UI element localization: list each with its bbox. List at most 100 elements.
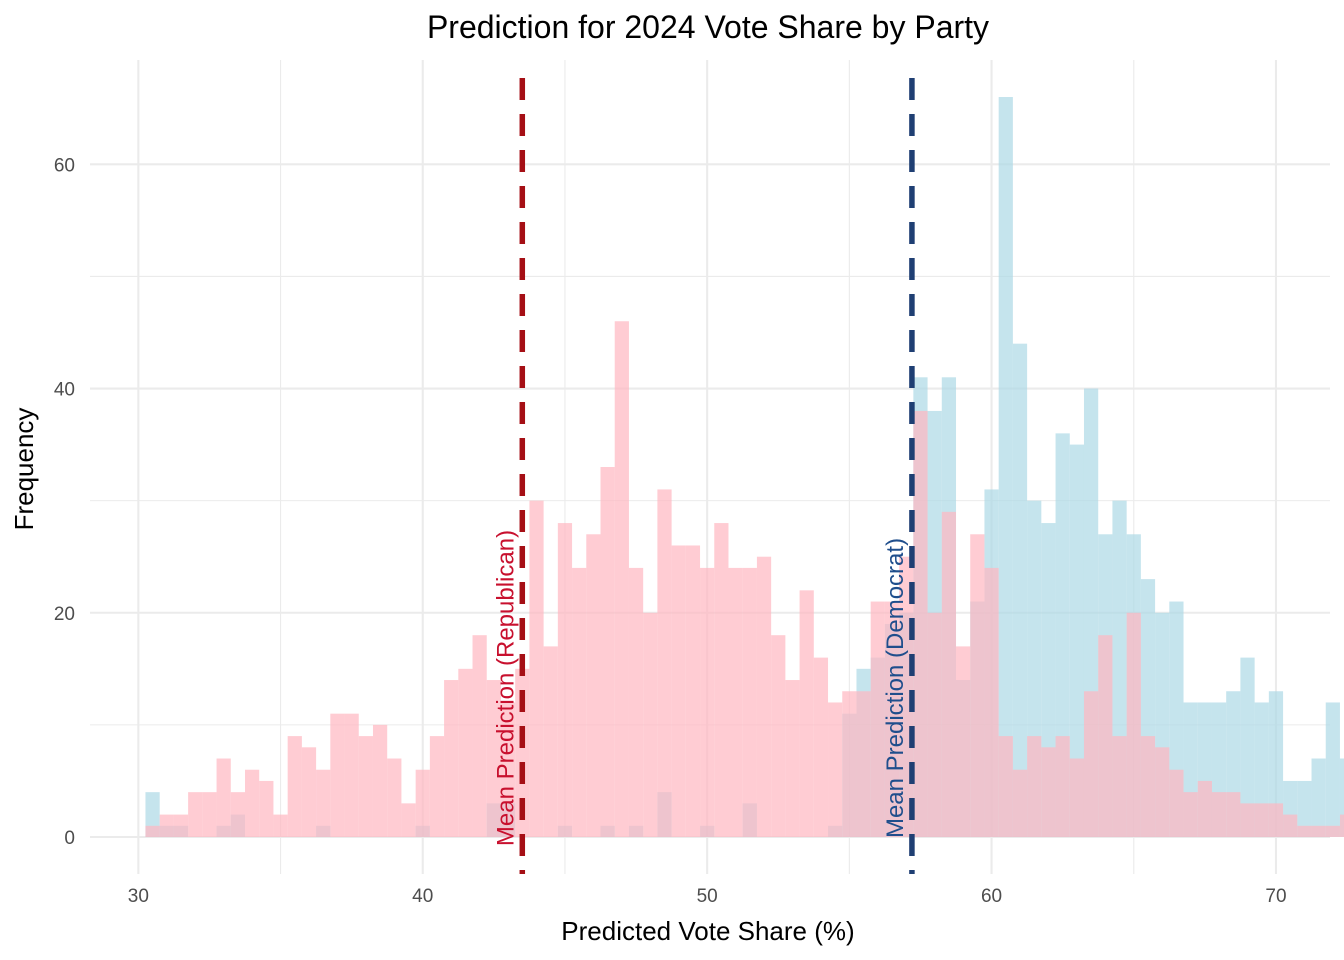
bar-republican <box>458 668 473 837</box>
bar-republican <box>1027 736 1042 837</box>
bar-republican <box>230 792 245 837</box>
bar-republican <box>529 500 544 837</box>
bar-republican <box>159 814 174 837</box>
bar-republican <box>1126 612 1141 837</box>
x-axis-title: Predicted Vote Share (%) <box>561 916 854 946</box>
bar-republican <box>586 534 601 837</box>
bar-democrat <box>1069 444 1084 837</box>
bar-republican <box>785 680 800 837</box>
bar-republican <box>984 567 999 837</box>
bar-republican <box>287 736 302 837</box>
bar-republican <box>700 567 715 837</box>
bar-republican <box>444 680 459 837</box>
bar-republican <box>316 769 331 837</box>
bar-republican <box>1325 825 1340 837</box>
bar-republican <box>1169 769 1184 837</box>
bar-democrat <box>1012 343 1028 837</box>
y-tick-label: 20 <box>54 604 75 625</box>
bar-republican <box>600 467 615 837</box>
bar-republican <box>956 646 971 837</box>
x-tick-label: 30 <box>128 886 149 907</box>
x-tick-label: 40 <box>412 886 433 907</box>
bar-republican <box>1140 736 1156 837</box>
bar-republican <box>714 523 729 837</box>
bar-republican <box>330 713 345 837</box>
bar-republican <box>245 769 260 837</box>
bar-republican <box>145 825 160 837</box>
x-tick-label: 50 <box>697 886 718 907</box>
mean-label: Mean Prediction (Republican) <box>492 530 519 846</box>
bar-republican <box>1240 803 1255 837</box>
bar-republican <box>572 567 587 837</box>
bar-republican <box>301 747 317 837</box>
bar-republican <box>557 523 573 837</box>
bar-republican <box>515 668 530 837</box>
bar-republican <box>486 680 501 837</box>
bar-republican <box>1083 691 1099 837</box>
bar-republican <box>884 601 900 837</box>
bar-republican <box>643 612 658 837</box>
bar-republican <box>429 736 445 837</box>
bar-republican <box>742 567 757 837</box>
bar-republican <box>842 691 857 837</box>
bar-republican <box>344 713 359 837</box>
bar-republican <box>671 545 686 837</box>
bar-republican <box>372 724 388 837</box>
bar-republican <box>1098 635 1113 837</box>
bar-democrat <box>1339 758 1344 837</box>
mean-label: Mean Prediction (Democrat) <box>882 538 909 838</box>
bar-republican <box>1055 736 1070 837</box>
bar-republican <box>970 534 985 837</box>
bar-republican <box>1311 825 1326 837</box>
bar-republican <box>1211 792 1227 837</box>
bar-republican <box>387 758 402 837</box>
bar-republican <box>799 590 814 837</box>
bar-republican <box>1197 780 1212 837</box>
bar-republican <box>685 545 701 837</box>
bar-democrat <box>1268 691 1284 837</box>
bar-republican <box>500 702 516 837</box>
bar-republican <box>828 702 843 837</box>
y-tick-label: 0 <box>64 828 75 849</box>
bar-democrat <box>1297 780 1312 837</box>
axis-ticks: 30 40 50 60 70 0 20 40 60 <box>54 155 1287 907</box>
histogram-bars <box>145 97 1344 837</box>
bar-republican <box>273 814 288 837</box>
bar-republican <box>657 489 672 837</box>
bar-republican <box>1069 758 1084 837</box>
bar-republican <box>472 635 487 837</box>
bar-republican <box>813 657 829 837</box>
bar-republican <box>188 792 203 837</box>
bar-republican <box>358 736 373 837</box>
mean-annotations: Mean Prediction (Republican) Mean Predict… <box>492 78 915 874</box>
bar-democrat <box>1325 702 1340 837</box>
bar-republican <box>628 567 644 837</box>
bar-republican <box>1297 825 1312 837</box>
bar-democrat <box>145 792 160 837</box>
bar-republican <box>173 814 189 837</box>
y-tick-label: 60 <box>54 155 75 176</box>
bar-republican <box>771 635 786 837</box>
bar-republican <box>1155 747 1170 837</box>
bar-republican <box>1254 803 1269 837</box>
bar-republican <box>1183 792 1198 837</box>
bar-republican <box>856 691 871 837</box>
bar-republican <box>614 321 629 837</box>
x-tick-label: 70 <box>1265 886 1286 907</box>
bar-republican <box>1041 747 1056 837</box>
bar-republican <box>216 758 231 837</box>
bar-republican <box>543 646 558 837</box>
bar-republican <box>927 612 942 837</box>
bar-republican <box>1112 736 1127 837</box>
bar-republican <box>415 769 430 837</box>
bar-republican <box>756 556 772 837</box>
bar-republican <box>870 601 885 837</box>
bar-republican <box>1226 792 1241 837</box>
bar-republican <box>1283 814 1298 837</box>
bar-democrat <box>998 97 1013 837</box>
bar-democrat <box>1240 657 1255 837</box>
bar-republican <box>1012 769 1028 837</box>
y-tick-label: 40 <box>54 380 75 401</box>
bar-republican <box>1268 803 1284 837</box>
